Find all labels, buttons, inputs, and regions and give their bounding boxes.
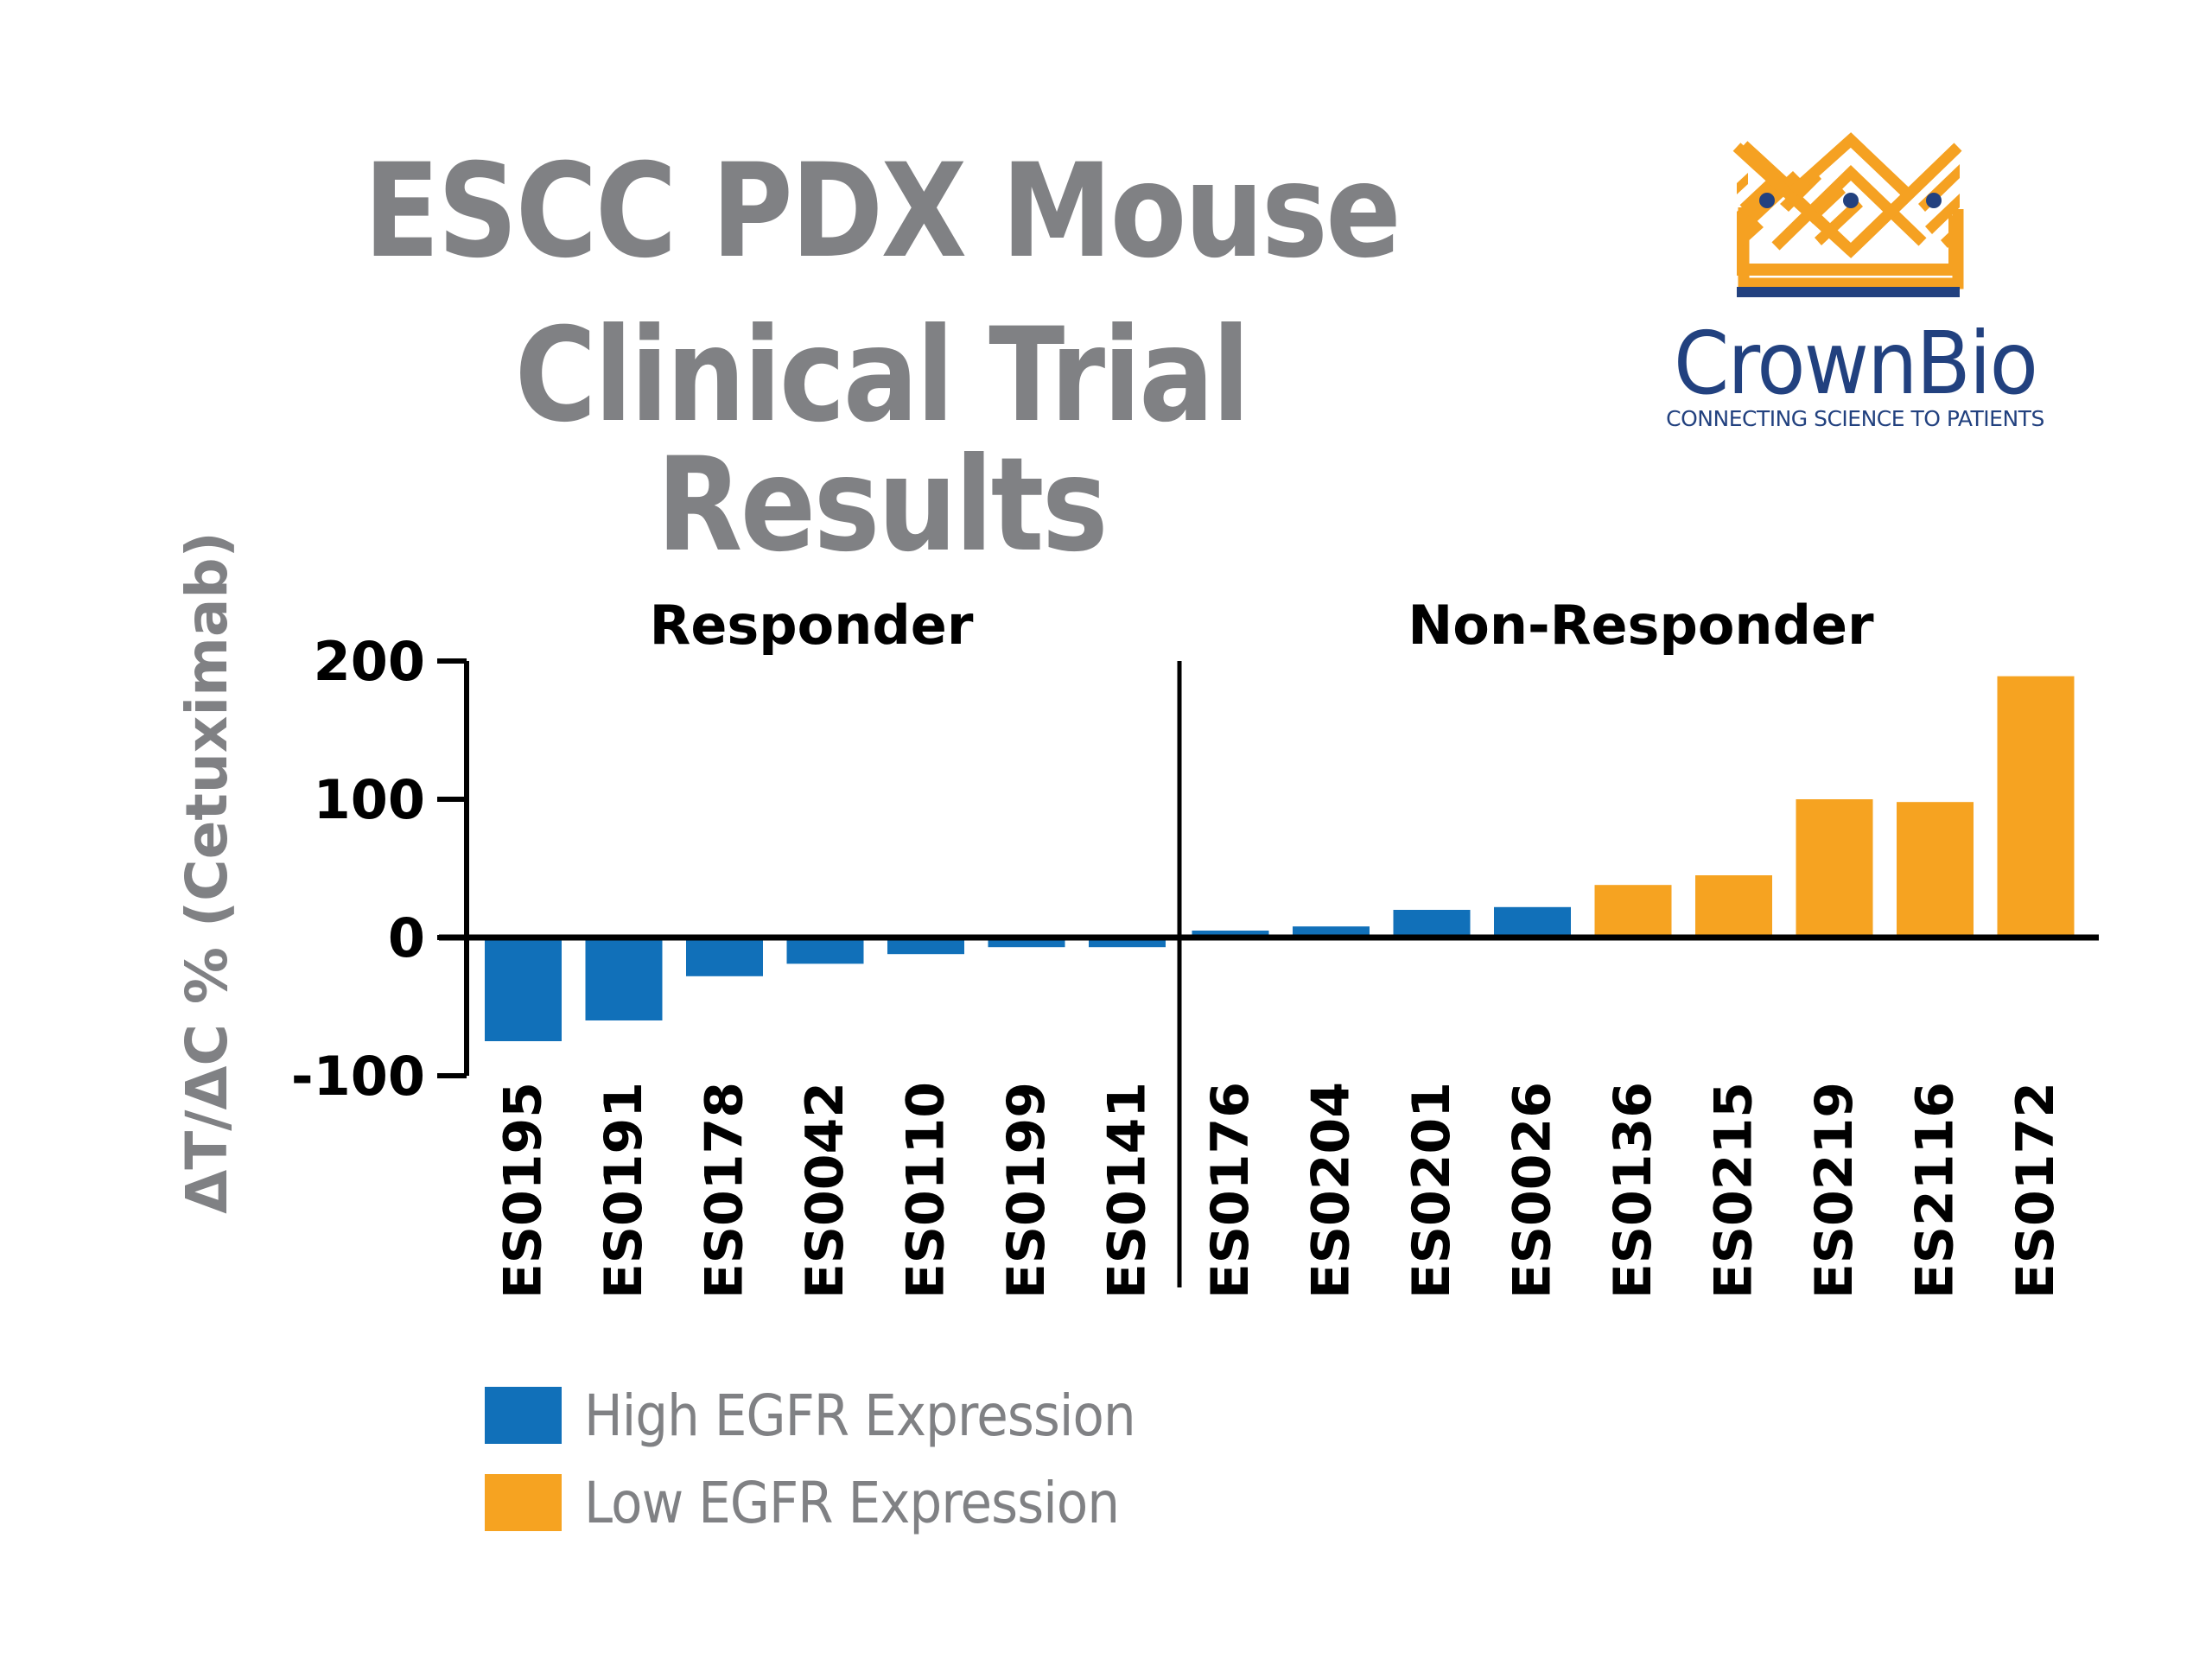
x-tick-label: ES0204 [1301,1082,1362,1299]
bar-es0172 [1997,676,2075,938]
bar-es0191 [585,938,663,1020]
crown-base-bar [1737,287,1960,297]
crown-jewel-center [1843,193,1859,208]
group-labels: Responder Non-Responder [650,594,1874,657]
legend-item-high-egfr: High EGFR Expression [485,1382,1197,1449]
x-tick-label: ES0026 [1503,1082,1563,1299]
bar-es0195 [485,938,562,1041]
bars-group [485,676,2075,1041]
x-tick-label: ES0195 [493,1082,554,1299]
x-tick-label: ES0172 [2005,1082,2066,1299]
crown-zigzag [1732,132,1962,258]
x-tick-label: ES0176 [1200,1082,1261,1299]
x-tick-label: ES0141 [1097,1082,1158,1299]
chart-title-line-1: ESCC PDX Mouse [363,137,1402,287]
legend-swatch-low-egfr [485,1474,562,1531]
crown-jewel-left [1759,193,1775,208]
bar-es0178 [686,938,763,976]
y-tick-label: 0 [388,906,425,969]
bar-es0026 [1494,906,1571,938]
y-axis-label: ΔT/ΔC % (Cetuximab) [174,531,240,1214]
x-tick-label: ES0201 [1402,1082,1462,1299]
x-tick-label: ES0178 [695,1082,755,1299]
bar-es0176 [1192,931,1269,938]
legend-item-low-egfr: Low EGFR Expression [485,1470,1179,1536]
brand-name: CrownBio [1673,313,2038,414]
x-tick-label: ES2116 [1905,1082,1966,1299]
crownbio-crown-logo-icon [1732,132,1964,297]
y-tick-label: 100 [314,768,425,831]
y-ticks-group: 200 100 0 -100 [291,630,467,1108]
chart-title-line-2: Clinical Trial Results [514,301,1250,581]
y-tick-label: 200 [314,630,425,693]
bar-es0219 [1796,799,1873,938]
bar-es0136 [1594,885,1672,938]
bar-es2116 [1897,802,1974,938]
bar-es0215 [1695,875,1772,938]
bar-es0201 [1393,910,1471,938]
x-tick-label: ES0219 [1804,1082,1865,1299]
bar-es0042 [786,938,864,964]
bar-es0110 [887,938,964,955]
axes-group [439,661,2099,1287]
group-label-non-responder: Non-Responder [1408,594,1874,657]
legend-swatch-high-egfr [485,1387,562,1444]
x-tick-label: ES0199 [996,1082,1057,1299]
bar-es0199 [988,938,1065,948]
legend-label-low-egfr: Low EGFR Expression [584,1469,1120,1536]
x-labels-group: ES0195 ES0191 ES0178 ES0042 ES0110 ES0199 ES01… [493,1082,2067,1299]
x-tick-label: ES0136 [1603,1082,1663,1299]
legend-label-high-egfr: High EGFR Expression [584,1382,1136,1449]
y-tick-label: -100 [291,1045,425,1108]
x-tick-label: ES0215 [1704,1082,1764,1299]
bar-es0141 [1089,938,1166,948]
brand-tagline: CONNECTING SCIENCE TO PATIENTS [1666,406,2044,431]
x-tick-label: ES0191 [594,1082,654,1299]
group-label-responder: Responder [650,594,974,657]
crown-jewel-right [1926,193,1942,208]
x-tick-label: ES0110 [896,1082,957,1299]
x-tick-label: ES0042 [795,1082,855,1299]
